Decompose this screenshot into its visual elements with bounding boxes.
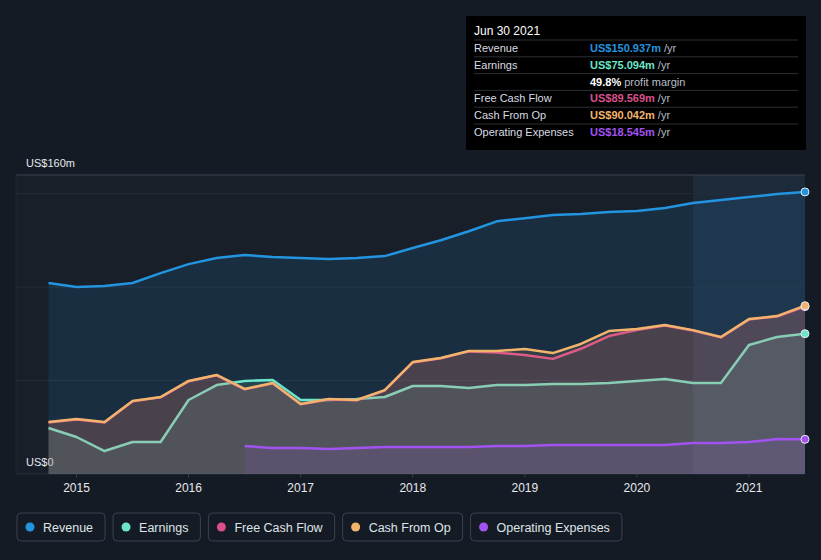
tooltip-unit: /yr xyxy=(658,126,671,138)
grid-line xyxy=(16,175,805,176)
tooltip-unit: /yr xyxy=(658,109,671,121)
legend-swatch xyxy=(351,523,360,532)
x-tick-label: 2016 xyxy=(175,481,202,495)
legend-swatch xyxy=(26,523,35,532)
x-tick xyxy=(636,474,637,477)
tooltip-unit: /yr xyxy=(658,59,671,71)
tooltip-value: US$18.545m xyxy=(590,126,655,138)
legend-box xyxy=(113,513,200,541)
x-tick xyxy=(300,474,301,477)
tooltip-separator xyxy=(474,73,798,74)
legend-swatch xyxy=(217,523,226,532)
tooltip-label: Operating Expenses xyxy=(474,126,574,138)
x-tick-label: 2017 xyxy=(287,481,314,495)
plot-area xyxy=(16,175,805,474)
x-tick xyxy=(188,474,189,477)
series-line xyxy=(245,439,805,449)
tooltip-value: US$89.569m xyxy=(590,92,655,104)
tooltip-box xyxy=(466,16,806,150)
y-tick-label: US$160m xyxy=(26,157,75,169)
tooltip-value: US$150.937m xyxy=(590,42,661,54)
legend-label: Free Cash Flow xyxy=(234,521,323,535)
x-tick-label: 2015 xyxy=(63,481,90,495)
legend-box xyxy=(343,513,463,541)
tooltip-unit: /yr xyxy=(664,42,677,54)
end-marker xyxy=(801,303,809,311)
tooltip-label: Free Cash Flow xyxy=(474,92,552,104)
tooltip-separator xyxy=(474,40,798,41)
tooltip-unit: profit margin xyxy=(624,76,685,88)
x-tick xyxy=(524,474,525,477)
x-tick xyxy=(76,474,77,477)
tooltip-date: Jun 30 2021 xyxy=(474,24,540,38)
series-line xyxy=(49,192,806,287)
x-tick-label: 2019 xyxy=(511,481,538,495)
tooltip-separator xyxy=(474,124,798,125)
legend-swatch xyxy=(479,523,488,532)
tooltip-label: Earnings xyxy=(474,59,518,71)
y-axis-line xyxy=(16,175,17,474)
tooltip-value: US$75.094m xyxy=(590,59,655,71)
legend-box xyxy=(471,513,622,541)
x-tick xyxy=(748,474,749,477)
grid-line xyxy=(16,193,805,194)
end-marker xyxy=(801,330,809,338)
end-marker xyxy=(801,188,809,196)
series-area xyxy=(49,306,806,474)
legend-box xyxy=(17,513,105,541)
series-area xyxy=(245,439,805,474)
tooltip-value: US$90.042m xyxy=(590,109,655,121)
legend-label: Earnings xyxy=(139,521,188,535)
legend-label: Operating Expenses xyxy=(497,521,610,535)
chart: US$0US$160m2015201620172018201920202021J… xyxy=(0,0,821,560)
background xyxy=(0,0,821,560)
legend-label: Revenue xyxy=(43,521,93,535)
series-group xyxy=(49,192,806,474)
tooltip-value: 49.8% xyxy=(590,76,621,88)
series-line xyxy=(49,306,806,422)
x-tick xyxy=(412,474,413,477)
tooltip-label: Cash From Op xyxy=(474,109,546,121)
end-marker xyxy=(801,302,809,310)
legend-label: Cash From Op xyxy=(369,521,451,535)
legend-swatch xyxy=(122,523,131,532)
series-area xyxy=(49,307,806,474)
tooltip-separator xyxy=(474,107,798,108)
tooltip-unit: /yr xyxy=(658,92,671,104)
tooltip-separator xyxy=(474,90,798,91)
tooltip-label: Revenue xyxy=(474,42,518,54)
x-tick-label: 2020 xyxy=(624,481,651,495)
series-area xyxy=(49,192,806,474)
legend-box xyxy=(208,513,334,541)
x-tick-label: 2021 xyxy=(736,481,763,495)
end-marker xyxy=(801,435,809,443)
x-tick-label: 2018 xyxy=(399,481,426,495)
tooltip-separator xyxy=(474,56,798,57)
